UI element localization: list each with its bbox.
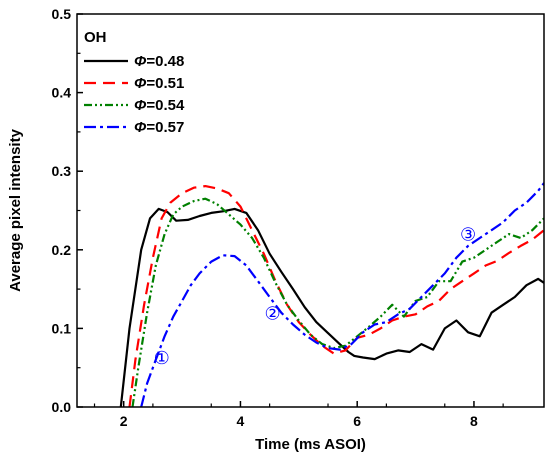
y-tick-label: 0.2 bbox=[52, 242, 72, 258]
plot-lines bbox=[119, 182, 544, 407]
y-axis-title: Average pixel intensity bbox=[7, 128, 24, 291]
y-tick-label: 0.4 bbox=[52, 85, 72, 101]
y-tick-label: 0.3 bbox=[52, 163, 72, 179]
legend-value: =0.48 bbox=[146, 53, 184, 70]
plot-frame bbox=[76, 13, 545, 408]
legend-label-2: Φ=0.51 bbox=[134, 75, 184, 92]
y-tick-label: 0.1 bbox=[52, 320, 72, 336]
legend-symbol: Φ bbox=[134, 119, 147, 136]
annotations: ① ② ③ bbox=[154, 225, 477, 369]
series-line-3 bbox=[131, 197, 544, 407]
legend-label-4: Φ=0.57 bbox=[134, 119, 184, 136]
series-line-2 bbox=[128, 185, 544, 407]
legend: OH Φ=0.48Φ=0.51Φ=0.54Φ=0.57 bbox=[84, 29, 185, 136]
series-line-1 bbox=[119, 207, 544, 407]
x-tick-label: 6 bbox=[353, 413, 361, 429]
legend-symbol: Φ bbox=[134, 97, 147, 114]
legend-label-3: Φ=0.54 bbox=[134, 97, 185, 114]
legend-symbol: Φ bbox=[134, 53, 147, 70]
y-tick-label: 0.5 bbox=[52, 6, 72, 22]
x-tick-label: 8 bbox=[470, 413, 478, 429]
legend-value: =0.57 bbox=[146, 119, 184, 136]
axis-ticks: 2 4 6 8 0.0 0.1 0.2 0.3 0.4 0.5 bbox=[52, 6, 504, 429]
series-line-4 bbox=[140, 182, 544, 407]
annotation-3: ③ bbox=[460, 225, 476, 246]
legend-symbol: Φ bbox=[134, 75, 147, 92]
x-tick-label: 4 bbox=[237, 413, 245, 429]
legend-label-1: Φ=0.48 bbox=[134, 53, 184, 70]
legend-value: =0.51 bbox=[146, 75, 184, 92]
y-tick-label: 0.0 bbox=[52, 399, 72, 415]
legend-title: OH bbox=[84, 29, 107, 46]
x-tick-label: 2 bbox=[120, 413, 128, 429]
annotation-2: ② bbox=[264, 303, 280, 324]
annotation-1: ① bbox=[154, 348, 170, 369]
legend-value: =0.54 bbox=[146, 97, 185, 114]
x-axis-title: Time (ms ASOI) bbox=[255, 436, 366, 453]
